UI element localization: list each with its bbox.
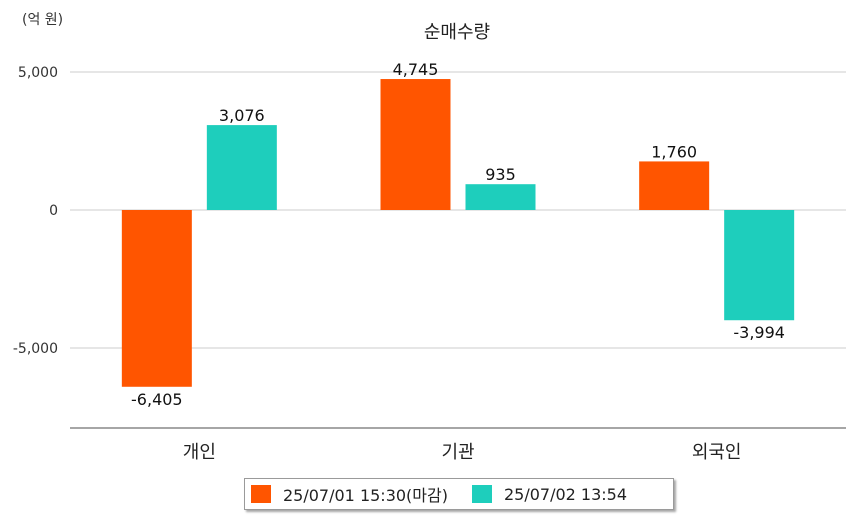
axis-layer: 5,000 0 -5,000 개인 기관 외국인 — [13, 65, 846, 463]
legend-item-series2[interactable]: 25/07/02 13:54 — [471, 484, 628, 504]
x-tick-label: 외국인 — [692, 442, 742, 463]
chart-title: 순매수량 — [424, 22, 490, 43]
y-tick-label: 5,000 — [18, 65, 58, 81]
bar — [206, 125, 277, 210]
legend-item-series1[interactable]: 25/07/01 15:30(마감) — [251, 482, 448, 506]
bar — [465, 184, 536, 210]
unit-label: (억 원) — [22, 12, 63, 28]
legend-swatch-series1 — [251, 485, 271, 503]
data-label: 4,745 — [393, 60, 439, 79]
bar — [724, 210, 795, 321]
bar — [380, 79, 451, 211]
bar — [121, 210, 192, 387]
x-tick-label: 개인 — [183, 442, 216, 463]
bar — [639, 161, 710, 210]
legend-label-series2: 25/07/02 13:54 — [503, 484, 628, 504]
data-label: -6,405 — [131, 390, 183, 409]
grid-layer — [70, 71, 846, 349]
data-label: 1,760 — [651, 142, 697, 161]
data-label: -3,994 — [733, 323, 785, 342]
data-label: 3,076 — [219, 106, 265, 125]
bar-layer — [121, 79, 795, 387]
legend-label-series1: 25/07/01 15:30(마감) — [283, 486, 448, 505]
legend: 25/07/01 15:30(마감) 25/07/02 13:54 — [244, 478, 674, 510]
x-tick-label: 기관 — [441, 442, 474, 463]
data-label: 935 — [485, 165, 516, 184]
y-tick-label: 0 — [49, 203, 58, 219]
y-tick-label: -5,000 — [13, 341, 58, 357]
data-label-layer: -6,405 3,076 4,745 935 1,760 -3,994 — [131, 60, 785, 409]
legend-swatch-series2 — [471, 485, 492, 503]
